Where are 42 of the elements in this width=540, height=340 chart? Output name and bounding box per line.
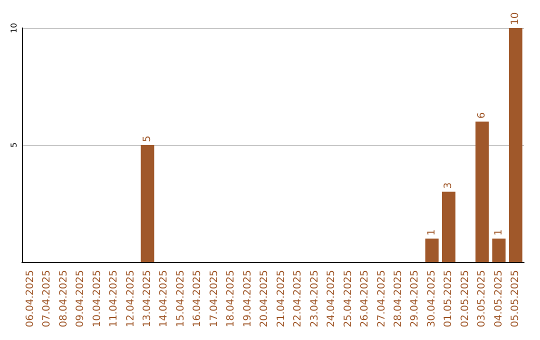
x-tick-label: 19.04.2025 [242, 270, 254, 328]
x-tick-label: 12.04.2025 [125, 270, 136, 328]
x-tick-label: 17.04.2025 [208, 270, 220, 328]
x-tick-label: 27.04.2025 [376, 270, 388, 328]
bar [475, 122, 489, 262]
x-tick-label: 11.04.2025 [108, 270, 120, 328]
x-tick-label: 23.04.2025 [309, 270, 320, 328]
x-tick-label: 10.04.2025 [92, 270, 103, 328]
bar [442, 192, 456, 262]
x-tick-label: 29.04.2025 [410, 270, 421, 328]
x-tick-label: 03.05.2025 [476, 270, 488, 328]
data-label: 5 [142, 136, 153, 142]
data-label: 1 [493, 229, 504, 236]
x-tick-label: 24.04.2025 [326, 270, 338, 328]
bar [508, 28, 522, 262]
x-tick-label: 01.05.2025 [443, 270, 454, 328]
x-tick-label: 04.05.2025 [493, 270, 504, 328]
x-tick-label: 07.04.2025 [42, 270, 53, 328]
x-tick-label: 18.04.2025 [226, 270, 237, 328]
x-tick-label: 28.04.2025 [393, 270, 404, 328]
x-tick-label: 20.04.2025 [259, 270, 270, 328]
bar [140, 145, 154, 262]
x-tick-label: 13.04.2025 [142, 270, 153, 328]
x-tick-label: 08.04.2025 [58, 270, 70, 328]
x-tick-label: 22.04.2025 [292, 270, 304, 328]
data-label: 6 [476, 112, 488, 119]
x-tick-label: 09.04.2025 [75, 270, 86, 328]
x-tick-label: 06.04.2025 [24, 270, 36, 328]
x-tick-label: 26.04.2025 [360, 270, 371, 328]
x-tick-label: 30.04.2025 [426, 270, 438, 328]
x-tick-label: 16.04.2025 [192, 270, 204, 328]
bar [492, 238, 506, 262]
bar [425, 238, 439, 262]
x-tick-label: 15.04.2025 [175, 270, 186, 328]
x-tick-label: 05.05.2025 [510, 270, 522, 328]
data-label: 1 [426, 229, 438, 236]
x-tick-label: 02.05.2025 [460, 270, 471, 328]
data-label: 3 [443, 182, 454, 189]
x-tick-label: 21.04.2025 [276, 270, 287, 328]
data-label: 10 [510, 12, 522, 25]
x-tick-label: 25.04.2025 [342, 270, 354, 328]
x-tick-label: 14.04.2025 [158, 270, 170, 328]
